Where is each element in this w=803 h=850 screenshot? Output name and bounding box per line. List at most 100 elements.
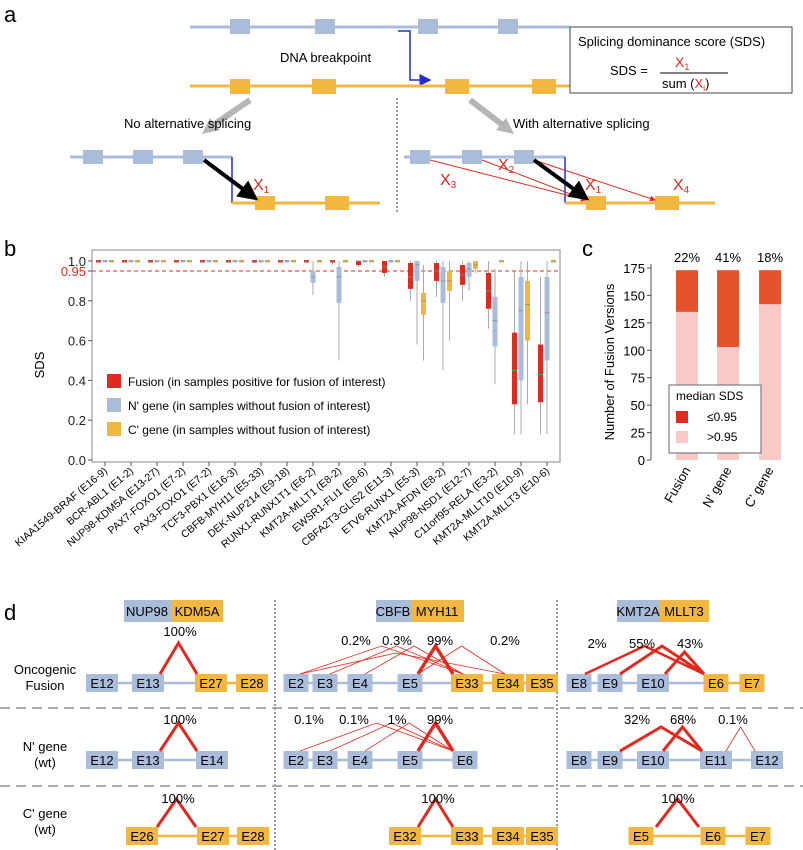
splice-junction bbox=[619, 725, 703, 753]
exon bbox=[700, 827, 726, 845]
y-tick-label: 0.2 bbox=[68, 413, 86, 428]
bar-segment-low bbox=[759, 270, 781, 305]
junction-percent: 0.3% bbox=[382, 633, 412, 648]
exon-label: E5 bbox=[402, 676, 418, 691]
n-exon bbox=[514, 150, 534, 164]
exon-label: E9 bbox=[602, 753, 618, 768]
exon bbox=[86, 674, 118, 692]
exon bbox=[197, 827, 229, 845]
splice-junction bbox=[663, 649, 706, 675]
panel-a: a DNA breakpoint Splicing dominance scor… bbox=[4, 2, 793, 212]
junction-percent: 0.2% bbox=[341, 633, 371, 648]
legend-swatch-n-gene bbox=[107, 398, 121, 412]
bar-top-label: 18% bbox=[757, 250, 783, 265]
legend-swatch-c-gene bbox=[107, 422, 121, 436]
box bbox=[538, 344, 543, 403]
legend-low: ≤0.95 bbox=[707, 410, 737, 424]
exon bbox=[195, 674, 227, 692]
junction-percent: 100% bbox=[161, 791, 195, 806]
x4-label: X4 bbox=[673, 177, 690, 196]
exon-label: E2 bbox=[288, 753, 304, 768]
exon-label: E4 bbox=[352, 676, 368, 691]
junction-percent: 0.1% bbox=[294, 712, 324, 727]
breakpoint-label: DNA breakpoint bbox=[280, 50, 371, 65]
grey-arrow-left-head bbox=[202, 118, 220, 134]
exon-label: E34 bbox=[496, 676, 519, 691]
bar-segment-low bbox=[717, 270, 739, 347]
exon-label: E3 bbox=[317, 753, 333, 768]
junction-percent: 100% bbox=[163, 624, 197, 639]
panel-label-a: a bbox=[4, 2, 17, 27]
exon bbox=[492, 674, 524, 692]
exon-label: E9 bbox=[602, 676, 618, 691]
x-tick-label: Fusion bbox=[661, 464, 694, 505]
box bbox=[440, 266, 446, 303]
gene-header-c bbox=[411, 600, 464, 622]
y-tick-label: 0.0 bbox=[68, 453, 86, 468]
box bbox=[492, 296, 498, 347]
bar-top-label: 41% bbox=[715, 250, 741, 265]
exon-label: E6 bbox=[708, 676, 724, 691]
splice-arrow bbox=[532, 158, 590, 201]
sds-box-title: Splicing dominance score (SDS) bbox=[578, 34, 765, 49]
exon-label: E5 bbox=[633, 829, 649, 844]
exon bbox=[526, 827, 558, 845]
exon-label: E34 bbox=[496, 829, 519, 844]
junction-percent: 0.1% bbox=[339, 712, 369, 727]
x1-label: X1 bbox=[585, 177, 602, 196]
exon-label: E28 bbox=[240, 676, 263, 691]
c-exon bbox=[655, 196, 679, 210]
gene-n-name: KMT2A bbox=[616, 604, 660, 619]
splice-diagrams: E12 E13 E27 E28 100% E12 E13 E14 100% E26 E27 E28 10… bbox=[86, 624, 783, 845]
exon bbox=[637, 674, 669, 692]
panel-label-c: c bbox=[582, 236, 593, 261]
exon-label: E26 bbox=[130, 829, 153, 844]
y-tick-label: 50 bbox=[631, 398, 645, 413]
splice-junction bbox=[329, 722, 454, 752]
grey-arrow-right-head bbox=[496, 118, 514, 134]
exon bbox=[739, 674, 765, 692]
box bbox=[434, 262, 439, 281]
y-tick-label: 0 bbox=[638, 453, 645, 468]
sds-denominator: sum (Xi) bbox=[662, 76, 710, 93]
splice-junction bbox=[725, 726, 756, 752]
exon-label: E12 bbox=[90, 753, 113, 768]
box bbox=[466, 262, 472, 277]
splice-junction bbox=[417, 645, 506, 675]
junction-percent: 55% bbox=[629, 636, 655, 651]
legend-high: >0.95 bbox=[707, 430, 738, 444]
legend-title: median SDS bbox=[676, 389, 743, 403]
splice-junction bbox=[416, 796, 455, 828]
panel-d: d Oncogenic Fusion N' gene (wt) C' gene (wt… bbox=[0, 600, 803, 850]
splice-junction bbox=[416, 719, 455, 752]
exon-label: E10 bbox=[641, 753, 664, 768]
x-tick-label: C' gene bbox=[741, 464, 776, 510]
exon-label: E2 bbox=[288, 676, 304, 691]
splice-junction bbox=[299, 645, 464, 675]
exon bbox=[236, 674, 268, 692]
exon bbox=[237, 827, 269, 845]
gene-header-c bbox=[171, 600, 223, 622]
exon bbox=[126, 827, 158, 845]
gene-header-n bbox=[617, 600, 660, 622]
splice-junction bbox=[661, 724, 704, 752]
exon-label: E33 bbox=[455, 829, 478, 844]
exon bbox=[86, 751, 118, 769]
c-exon bbox=[255, 196, 275, 210]
splice-junction bbox=[155, 796, 198, 828]
y-tick-label: 0.4 bbox=[68, 373, 86, 388]
c-exon bbox=[230, 79, 250, 94]
gene-header-n bbox=[376, 600, 411, 622]
box bbox=[356, 261, 361, 265]
plot-frame bbox=[91, 249, 561, 463]
row-label-c-gene: C' gene (wt) bbox=[23, 806, 67, 837]
exon-label: E12 bbox=[90, 676, 113, 691]
exon-label: E14 bbox=[200, 753, 223, 768]
junction-percent: 99% bbox=[427, 712, 453, 727]
exon-label: E6 bbox=[457, 753, 473, 768]
junction-percent: 2% bbox=[588, 636, 607, 651]
exon-label: E3 bbox=[317, 676, 333, 691]
n-exon bbox=[183, 150, 203, 164]
grey-arrow-left bbox=[210, 97, 252, 129]
